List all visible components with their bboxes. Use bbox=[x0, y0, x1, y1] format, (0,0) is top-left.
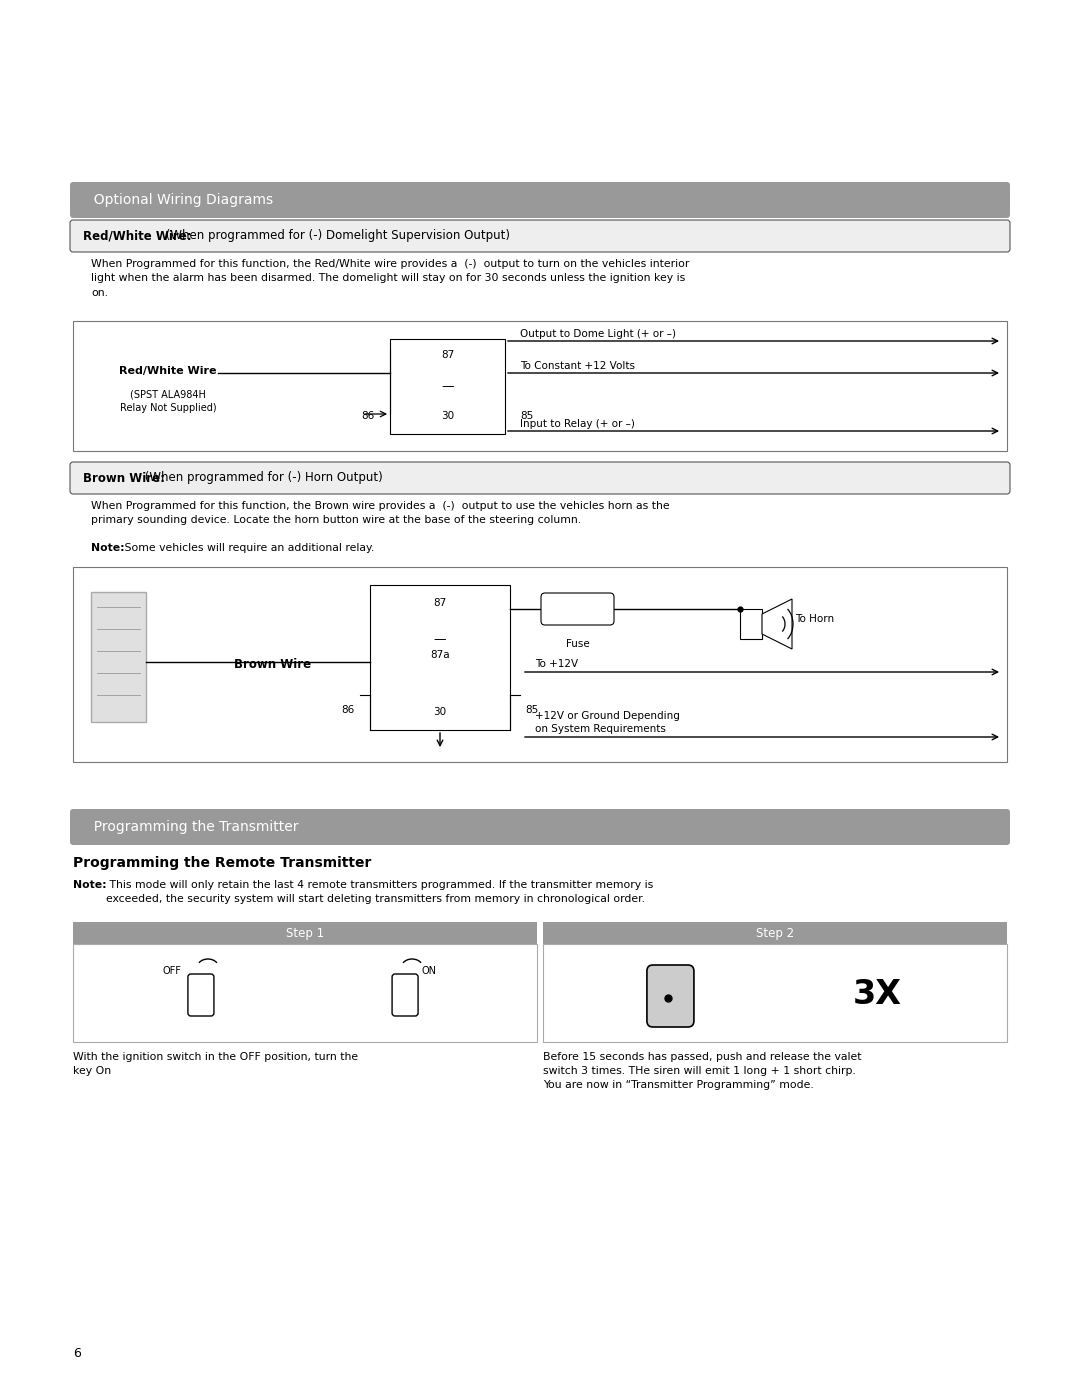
Text: 30: 30 bbox=[433, 707, 446, 717]
Text: OFF: OFF bbox=[162, 965, 181, 977]
Text: 86: 86 bbox=[341, 705, 354, 715]
Text: 3X: 3X bbox=[852, 978, 902, 1011]
Bar bbox=[73, 567, 1007, 761]
Text: 86: 86 bbox=[362, 411, 375, 420]
Text: Brown Wire: Brown Wire bbox=[234, 658, 311, 671]
FancyBboxPatch shape bbox=[541, 592, 615, 624]
FancyBboxPatch shape bbox=[188, 974, 214, 1016]
Text: When Programmed for this function, the Red/White wire provides a  (-)  output to: When Programmed for this function, the R… bbox=[91, 258, 689, 298]
Bar bbox=[740, 609, 762, 638]
FancyBboxPatch shape bbox=[647, 965, 694, 1027]
Text: To Horn: To Horn bbox=[795, 615, 834, 624]
Text: Before 15 seconds has passed, push and release the valet
switch 3 times. THe sir: Before 15 seconds has passed, push and r… bbox=[543, 1052, 862, 1090]
Text: 6: 6 bbox=[73, 1347, 81, 1361]
Bar bbox=[73, 922, 537, 944]
Bar bbox=[543, 944, 1007, 1042]
Text: To Constant +12 Volts: To Constant +12 Volts bbox=[519, 360, 635, 372]
Text: (SPST ALA984H
Relay Not Supplied): (SPST ALA984H Relay Not Supplied) bbox=[120, 390, 216, 412]
Text: Input to Relay (+ or –): Input to Relay (+ or –) bbox=[519, 419, 635, 429]
Text: 87: 87 bbox=[433, 598, 447, 608]
Text: To +12V: To +12V bbox=[535, 659, 578, 669]
Bar bbox=[91, 592, 146, 722]
Text: Note:: Note: bbox=[73, 880, 107, 890]
Text: Red/White Wire:: Red/White Wire: bbox=[83, 229, 191, 243]
Text: Programming the Remote Transmitter: Programming the Remote Transmitter bbox=[73, 856, 372, 870]
Bar bbox=[543, 922, 1007, 944]
Text: 85: 85 bbox=[521, 411, 534, 420]
FancyBboxPatch shape bbox=[70, 182, 1010, 218]
FancyBboxPatch shape bbox=[70, 219, 1010, 251]
Bar bbox=[73, 944, 537, 1042]
Text: —: — bbox=[442, 380, 454, 394]
Text: When Programmed for this function, the Brown wire provides a  (-)  output to use: When Programmed for this function, the B… bbox=[91, 502, 670, 525]
Text: —: — bbox=[434, 633, 446, 647]
Text: 87a: 87a bbox=[430, 650, 449, 659]
Text: Brown Wire:: Brown Wire: bbox=[83, 472, 165, 485]
FancyBboxPatch shape bbox=[70, 462, 1010, 495]
Text: ON: ON bbox=[421, 965, 436, 977]
Text: (When programmed for (-) Domelight Supervision Output): (When programmed for (-) Domelight Super… bbox=[162, 229, 510, 243]
Text: Fuse: Fuse bbox=[566, 638, 590, 650]
Text: With the ignition switch in the OFF position, turn the
key On: With the ignition switch in the OFF posi… bbox=[73, 1052, 359, 1076]
FancyBboxPatch shape bbox=[70, 809, 1010, 845]
Text: 87: 87 bbox=[441, 351, 454, 360]
Text: Programming the Transmitter: Programming the Transmitter bbox=[85, 820, 298, 834]
Bar bbox=[390, 339, 505, 434]
Text: Step 1: Step 1 bbox=[286, 926, 324, 940]
Bar bbox=[73, 321, 1007, 451]
Text: 30: 30 bbox=[441, 411, 454, 420]
Text: 85: 85 bbox=[525, 705, 539, 715]
Bar bbox=[370, 585, 510, 731]
Polygon shape bbox=[762, 599, 792, 650]
Text: (When programmed for (-) Horn Output): (When programmed for (-) Horn Output) bbox=[141, 472, 382, 485]
Text: Red/White Wire: Red/White Wire bbox=[119, 366, 217, 376]
Text: Step 2: Step 2 bbox=[756, 926, 794, 940]
Text: Note:: Note: bbox=[91, 543, 124, 553]
Text: This mode will only retain the last 4 remote transmitters programmed. If the tra: This mode will only retain the last 4 re… bbox=[106, 880, 653, 904]
FancyBboxPatch shape bbox=[392, 974, 418, 1016]
Text: +12V or Ground Depending
on System Requirements: +12V or Ground Depending on System Requi… bbox=[535, 711, 680, 733]
Text: Output to Dome Light (+ or –): Output to Dome Light (+ or –) bbox=[519, 330, 676, 339]
Text: Optional Wiring Diagrams: Optional Wiring Diagrams bbox=[85, 193, 273, 207]
Text: Some vehicles will require an additional relay.: Some vehicles will require an additional… bbox=[121, 543, 375, 553]
